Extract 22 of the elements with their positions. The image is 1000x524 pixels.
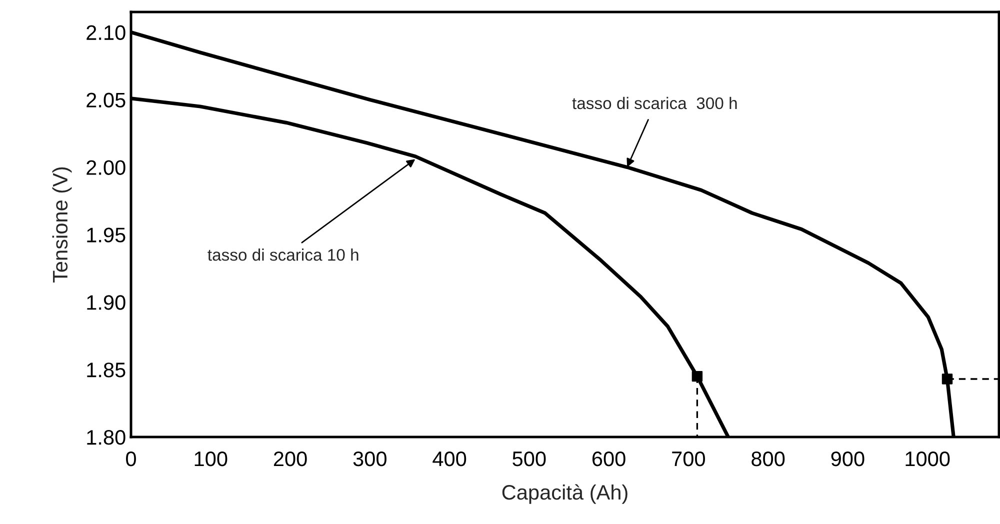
x-tick-label: 500 [512, 451, 546, 466]
x-tick-label: 400 [432, 451, 466, 466]
y-tick-label: 2.00 [86, 160, 126, 175]
x-tick-label: 700 [672, 451, 705, 466]
x-tick-label: 300 [353, 451, 386, 466]
x-tick-label: 900 [831, 451, 864, 466]
y-tick-label: 2.10 [86, 25, 126, 40]
y-tick-label: 1.80 [87, 430, 126, 445]
x-tick-label: 800 [752, 451, 785, 466]
annotation: tasso di scarica 10 h [208, 248, 358, 261]
y-tick-label: 1.90 [87, 295, 126, 310]
y-tick-label: 1.95 [87, 228, 126, 242]
y-tick-label: 2.05 [86, 92, 126, 108]
x-tick-label: 100 [194, 451, 228, 466]
x-tick-label: 200 [274, 451, 307, 466]
y-axis-title: Tensione (V) [52, 167, 72, 283]
annotation: tasso di scarica 300 h [572, 96, 737, 110]
x-tick-label: 1000 [906, 451, 950, 466]
x-tick-label: 0 [126, 451, 136, 466]
y-tick-label: 1.85 [87, 362, 126, 378]
x-tick-label: 600 [592, 451, 626, 466]
x-axis-title: Capacità (Ah) [502, 484, 628, 504]
